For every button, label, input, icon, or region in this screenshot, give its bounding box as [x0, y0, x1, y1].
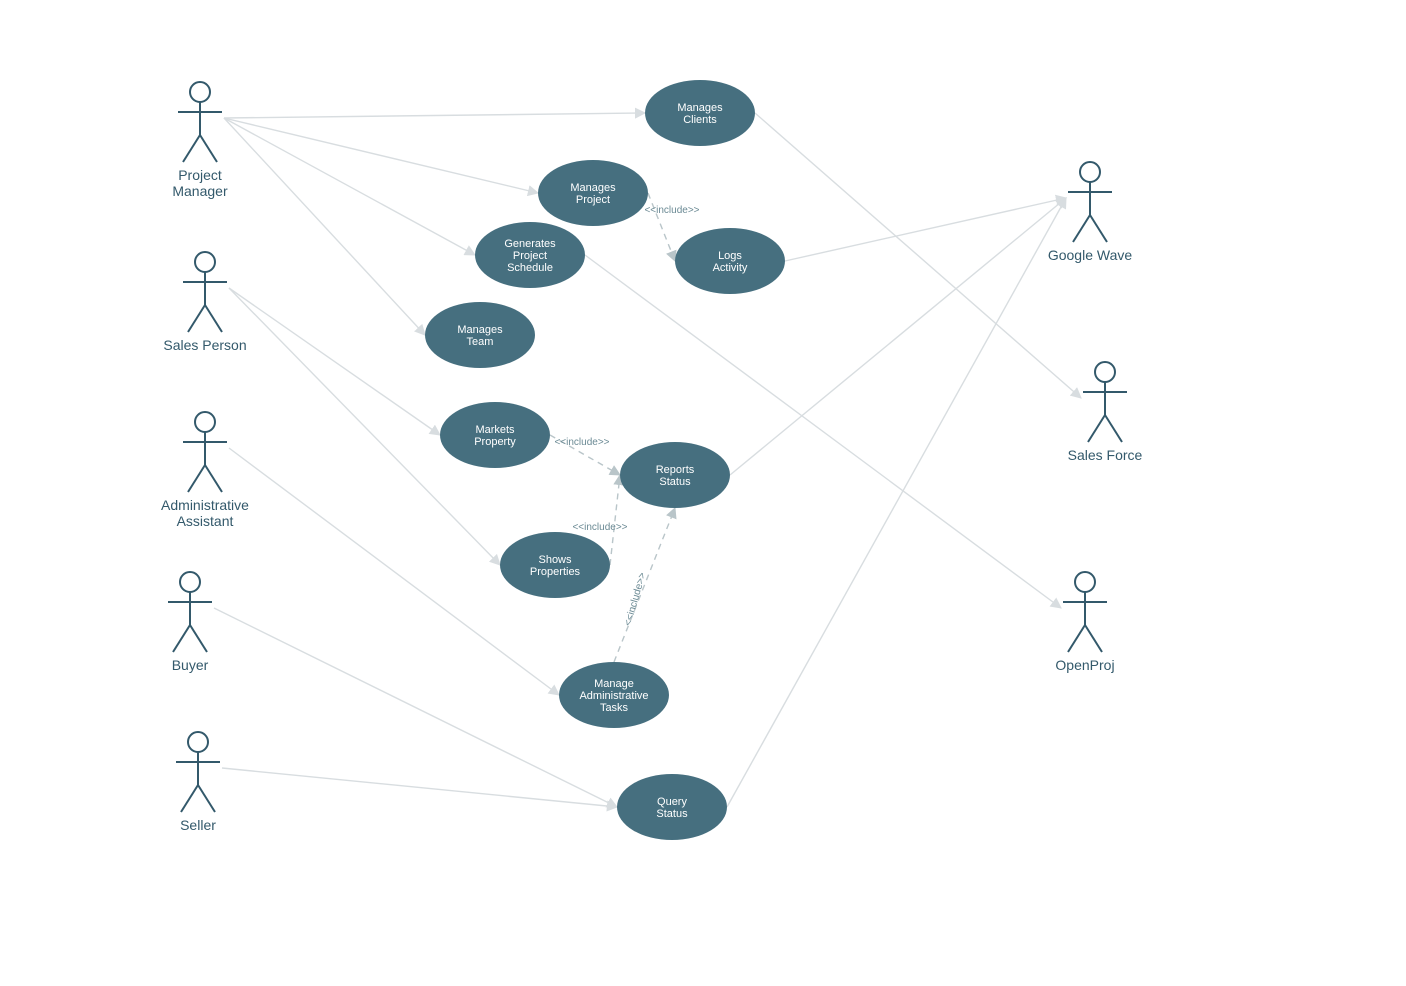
association-edge	[730, 198, 1066, 475]
usecase-label: MarketsProperty	[474, 424, 516, 448]
association-edge	[785, 198, 1066, 261]
actor-gwave: Google Wave	[1048, 162, 1133, 263]
actor-seller: Seller	[176, 732, 220, 833]
association-edge	[229, 288, 440, 435]
association-edge	[755, 113, 1081, 398]
actor-buyer: Buyer	[168, 572, 212, 673]
actor-label: Sales Person	[163, 337, 246, 353]
association-edge	[727, 198, 1066, 807]
usecase-reports: ReportsStatus	[620, 442, 730, 508]
association-edge	[224, 118, 425, 335]
actor-label: OpenProj	[1055, 657, 1114, 673]
usecase-mteam: ManagesTeam	[425, 302, 535, 368]
usecase-markets: MarketsProperty	[440, 402, 550, 468]
actor-admin: AdministrativeAssistant	[161, 412, 249, 529]
actor-label: Sales Force	[1068, 447, 1143, 463]
actor-label: ProjectManager	[172, 167, 228, 199]
association-edge	[214, 608, 617, 807]
association-edge	[224, 118, 538, 193]
usecase-mproject: ManagesProject	[538, 160, 648, 226]
usecase-gsched: GeneratesProjectSchedule	[475, 222, 585, 288]
usecase-label: ManagesProject	[570, 182, 616, 206]
actor-label: Buyer	[172, 657, 209, 673]
association-edge	[224, 113, 645, 118]
actor-label: Google Wave	[1048, 247, 1133, 263]
include-label: <<include>>	[554, 437, 609, 448]
use-case-diagram: <<include>> <<include>> <<include>> <<inclu…	[0, 0, 1406, 986]
actor-pm: ProjectManager	[172, 82, 228, 199]
actor-label: AdministrativeAssistant	[161, 497, 249, 529]
include-edge	[648, 193, 675, 261]
usecase-label: ReportsStatus	[656, 464, 695, 488]
usecase-label: ManagesClients	[677, 102, 723, 126]
include-label: <<include>>	[623, 571, 649, 627]
usecase-mclients: ManagesClients	[645, 80, 755, 146]
usecase-shows: ShowsProperties	[500, 532, 610, 598]
usecase-logs: LogsActivity	[675, 228, 785, 294]
actor-oproj: OpenProj	[1055, 572, 1114, 673]
include-label: <<include>>	[644, 205, 699, 216]
association-edge	[222, 768, 617, 807]
actor-label: Seller	[180, 817, 216, 833]
usecase-query: QueryStatus	[617, 774, 727, 840]
association-edge	[224, 118, 475, 255]
usecase-madmin: ManageAdministrativeTasks	[559, 662, 669, 728]
actor-sforce: Sales Force	[1068, 362, 1143, 463]
include-label: <<include>>	[572, 522, 627, 533]
usecase-label: QueryStatus	[656, 796, 688, 820]
actor-sales: Sales Person	[163, 252, 246, 353]
include-edge	[610, 475, 620, 565]
